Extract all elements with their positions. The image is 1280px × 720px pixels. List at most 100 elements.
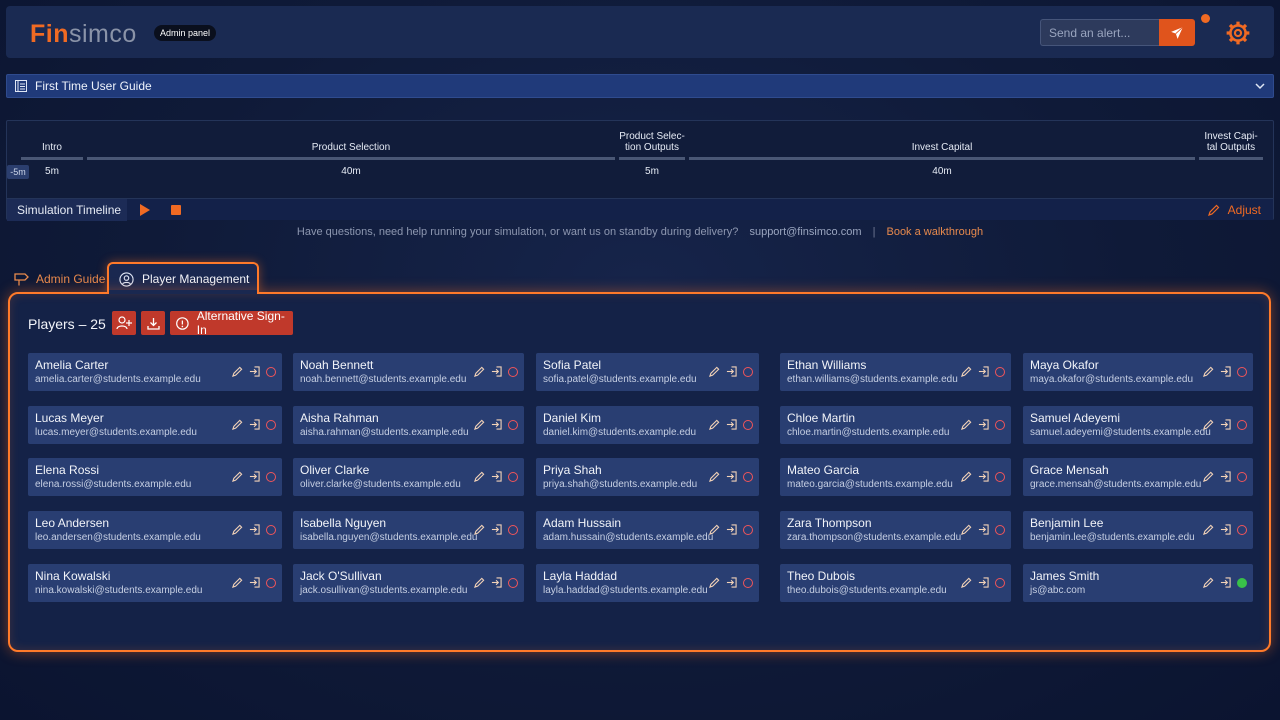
- app-header: Finsimco Admin panel: [6, 6, 1274, 58]
- player-name: Amelia Carter: [35, 358, 109, 372]
- phase-intro: Intro: [41, 142, 62, 153]
- sign-in-icon[interactable]: [1220, 419, 1231, 430]
- sign-in-icon[interactable]: [491, 419, 502, 430]
- sign-in-icon[interactable]: [491, 471, 502, 482]
- pencil-icon[interactable]: [961, 366, 972, 377]
- pencil-icon[interactable]: [232, 471, 243, 482]
- tab-admin-guide[interactable]: Admin Guide: [14, 270, 105, 288]
- status-indicator: [743, 577, 753, 588]
- sign-in-icon[interactable]: [1220, 366, 1231, 377]
- player-name: James Smith: [1030, 569, 1100, 583]
- sign-in-icon[interactable]: [491, 524, 502, 535]
- phase-bar: [1199, 157, 1263, 160]
- tab-player-management[interactable]: Player Management: [107, 262, 259, 294]
- phase-bar: [21, 157, 83, 160]
- adjust-button[interactable]: Adjust: [1207, 203, 1261, 217]
- gear-icon[interactable]: [1225, 20, 1251, 46]
- player-name: Elena Rossi: [35, 463, 100, 477]
- pencil-icon[interactable]: [1203, 471, 1214, 482]
- guide-label: First Time User Guide: [35, 79, 152, 93]
- pencil-icon[interactable]: [474, 419, 485, 430]
- sign-in-icon[interactable]: [249, 524, 260, 535]
- sign-in-icon[interactable]: [726, 366, 737, 377]
- sign-in-icon[interactable]: [1220, 471, 1231, 482]
- player-name: Oliver Clarke: [300, 463, 370, 477]
- pencil-icon[interactable]: [232, 419, 243, 430]
- player-email: oliver.clarke@students.example.edu: [300, 479, 461, 490]
- player-email: maya.okafor@students.example.edu: [1030, 374, 1194, 385]
- sign-in-icon[interactable]: [491, 366, 502, 377]
- chevron-down-icon[interactable]: [1255, 81, 1265, 91]
- pencil-icon[interactable]: [1203, 577, 1214, 588]
- player-email: priya.shah@students.example.edu: [543, 479, 698, 490]
- sign-in-icon[interactable]: [726, 419, 737, 430]
- pencil-icon[interactable]: [1203, 366, 1214, 377]
- pencil-icon[interactable]: [474, 577, 485, 588]
- sign-in-icon[interactable]: [491, 577, 502, 588]
- pencil-icon[interactable]: [961, 419, 972, 430]
- sign-in-icon[interactable]: [978, 524, 989, 535]
- player-actions: [1203, 577, 1247, 588]
- player-card: James Smith js@abc.com: [1023, 564, 1253, 602]
- pencil-icon[interactable]: [709, 471, 720, 482]
- sign-in-icon[interactable]: [1220, 577, 1231, 588]
- pencil-icon[interactable]: [232, 524, 243, 535]
- status-indicator: [266, 577, 276, 588]
- player-email: aisha.rahman@students.example.edu: [300, 427, 469, 438]
- sign-in-icon[interactable]: [249, 577, 260, 588]
- pencil-icon[interactable]: [961, 577, 972, 588]
- player-name: Isabella Nguyen: [300, 516, 387, 530]
- player-email: daniel.kim@students.example.edu: [543, 427, 697, 438]
- sign-in-icon[interactable]: [249, 419, 260, 430]
- pencil-icon[interactable]: [709, 524, 720, 535]
- player-email: samuel.adeyemi@students.example.edu: [1030, 427, 1211, 438]
- player-card: Benjamin Lee benjamin.lee@students.exampl…: [1023, 511, 1253, 549]
- sign-in-icon[interactable]: [978, 577, 989, 588]
- player-name: Mateo Garcia: [787, 463, 860, 477]
- pencil-icon[interactable]: [961, 524, 972, 535]
- player-card: Zara Thompson zara.thompson@students.exam…: [780, 511, 1011, 549]
- pencil-icon[interactable]: [474, 471, 485, 482]
- player-email: theo.dubois@students.example.edu: [787, 585, 947, 596]
- pencil-icon[interactable]: [474, 366, 485, 377]
- pencil-icon[interactable]: [709, 419, 720, 430]
- player-email: zara.thompson@students.example.edu: [787, 532, 962, 543]
- add-player-button[interactable]: [112, 311, 136, 335]
- player-email: leo.andersen@students.example.edu: [35, 532, 201, 543]
- pencil-icon[interactable]: [961, 471, 972, 482]
- pencil-icon[interactable]: [232, 366, 243, 377]
- pencil-icon[interactable]: [709, 577, 720, 588]
- sign-in-icon[interactable]: [1220, 524, 1231, 535]
- status-indicator: [995, 577, 1005, 588]
- book-walkthrough-link[interactable]: Book a walkthrough: [886, 226, 984, 238]
- alert-input[interactable]: [1040, 19, 1160, 46]
- player-name: Maya Okafor: [1030, 358, 1099, 372]
- send-alert-button[interactable]: [1159, 19, 1195, 46]
- sign-in-icon[interactable]: [249, 471, 260, 482]
- download-players-button[interactable]: [141, 311, 165, 335]
- alternative-sign-in-button[interactable]: Alternative Sign-In: [170, 309, 293, 337]
- player-actions: [961, 419, 1005, 430]
- sign-in-icon[interactable]: [726, 471, 737, 482]
- pencil-icon[interactable]: [474, 524, 485, 535]
- finsimco-logo[interactable]: Finsimco: [30, 20, 137, 48]
- player-email: mateo.garcia@students.example.edu: [787, 479, 953, 490]
- sign-in-icon[interactable]: [978, 419, 989, 430]
- sign-in-icon[interactable]: [726, 524, 737, 535]
- play-icon[interactable]: [139, 204, 151, 216]
- sign-in-icon[interactable]: [249, 366, 260, 377]
- pencil-icon[interactable]: [1203, 524, 1214, 535]
- stop-icon[interactable]: [171, 205, 181, 215]
- player-name: Lucas Meyer: [35, 411, 104, 425]
- sign-in-icon[interactable]: [726, 577, 737, 588]
- first-time-user-guide-bar[interactable]: First Time User Guide: [6, 74, 1274, 98]
- player-actions: [961, 577, 1005, 588]
- pencil-icon[interactable]: [232, 577, 243, 588]
- sign-in-icon[interactable]: [978, 366, 989, 377]
- sign-in-icon[interactable]: [978, 471, 989, 482]
- pencil-icon[interactable]: [1203, 419, 1214, 430]
- player-name: Aisha Rahman: [300, 411, 379, 425]
- support-email-link[interactable]: support@finsimco.com: [749, 226, 862, 238]
- document-icon: [15, 80, 27, 92]
- pencil-icon[interactable]: [709, 366, 720, 377]
